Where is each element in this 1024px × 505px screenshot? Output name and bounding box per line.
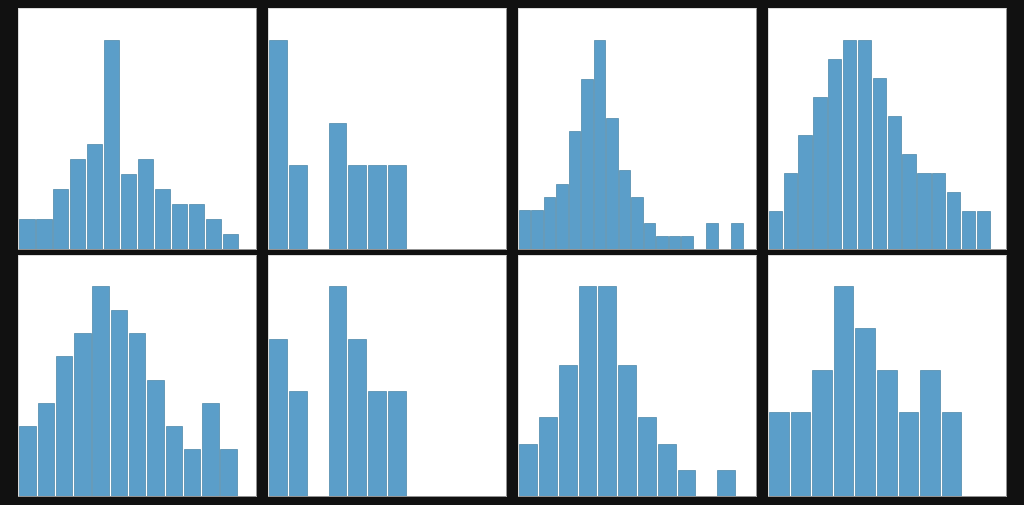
Bar	[74, 333, 90, 496]
Bar	[36, 220, 51, 249]
Bar	[92, 287, 109, 496]
Bar	[769, 212, 782, 249]
Bar	[799, 135, 812, 249]
Bar	[289, 166, 307, 249]
Bar	[618, 171, 630, 249]
Bar	[707, 223, 718, 249]
Bar	[388, 391, 406, 496]
Bar	[544, 197, 555, 249]
Bar	[348, 339, 367, 496]
Bar	[539, 418, 557, 496]
Bar	[888, 117, 901, 249]
Bar	[369, 166, 386, 249]
Bar	[189, 205, 204, 249]
Bar	[769, 412, 788, 496]
Bar	[656, 236, 668, 249]
Bar	[579, 287, 596, 496]
Bar	[206, 220, 221, 249]
Bar	[855, 329, 874, 496]
Bar	[220, 449, 237, 496]
Bar	[644, 223, 655, 249]
Bar	[678, 470, 695, 496]
Bar	[834, 287, 853, 496]
Bar	[669, 236, 680, 249]
Bar	[329, 124, 346, 249]
Bar	[329, 287, 346, 496]
Bar	[932, 173, 945, 249]
Bar	[638, 418, 655, 496]
Bar	[618, 365, 636, 496]
Bar	[87, 145, 102, 249]
Bar	[111, 310, 127, 496]
Bar	[812, 371, 831, 496]
Bar	[556, 184, 567, 249]
Bar	[138, 160, 154, 249]
Bar	[717, 470, 735, 496]
Bar	[783, 173, 797, 249]
Bar	[813, 97, 826, 249]
Bar	[918, 173, 931, 249]
Bar	[369, 391, 386, 496]
Bar	[56, 357, 73, 496]
Bar	[166, 426, 182, 496]
Bar	[155, 190, 170, 249]
Bar	[872, 78, 886, 249]
Bar	[519, 444, 537, 496]
Bar	[53, 190, 69, 249]
Bar	[594, 40, 605, 249]
Bar	[606, 119, 617, 249]
Bar	[791, 412, 810, 496]
Bar	[657, 444, 676, 496]
Bar	[942, 412, 962, 496]
Bar	[531, 210, 543, 249]
Bar	[19, 426, 36, 496]
Bar	[582, 80, 593, 249]
Bar	[38, 403, 54, 496]
Bar	[269, 339, 287, 496]
Bar	[289, 391, 307, 496]
Bar	[598, 287, 616, 496]
Bar	[129, 333, 145, 496]
Bar	[559, 365, 577, 496]
Bar	[632, 197, 642, 249]
Bar	[71, 160, 85, 249]
Bar	[184, 449, 201, 496]
Bar	[172, 205, 187, 249]
Bar	[731, 223, 742, 249]
Bar	[104, 40, 120, 249]
Bar	[962, 212, 975, 249]
Bar	[977, 212, 990, 249]
Bar	[223, 234, 239, 249]
Bar	[147, 380, 164, 496]
Bar	[899, 412, 919, 496]
Bar	[828, 60, 842, 249]
Bar	[202, 403, 218, 496]
Bar	[843, 40, 856, 249]
Bar	[568, 132, 580, 249]
Bar	[519, 210, 530, 249]
Bar	[388, 166, 406, 249]
Bar	[348, 166, 367, 249]
Bar	[858, 40, 871, 249]
Bar	[121, 175, 136, 249]
Bar	[878, 371, 896, 496]
Bar	[921, 371, 940, 496]
Bar	[681, 236, 692, 249]
Bar	[19, 220, 35, 249]
Bar	[947, 192, 961, 249]
Bar	[902, 155, 915, 249]
Bar	[269, 40, 287, 249]
